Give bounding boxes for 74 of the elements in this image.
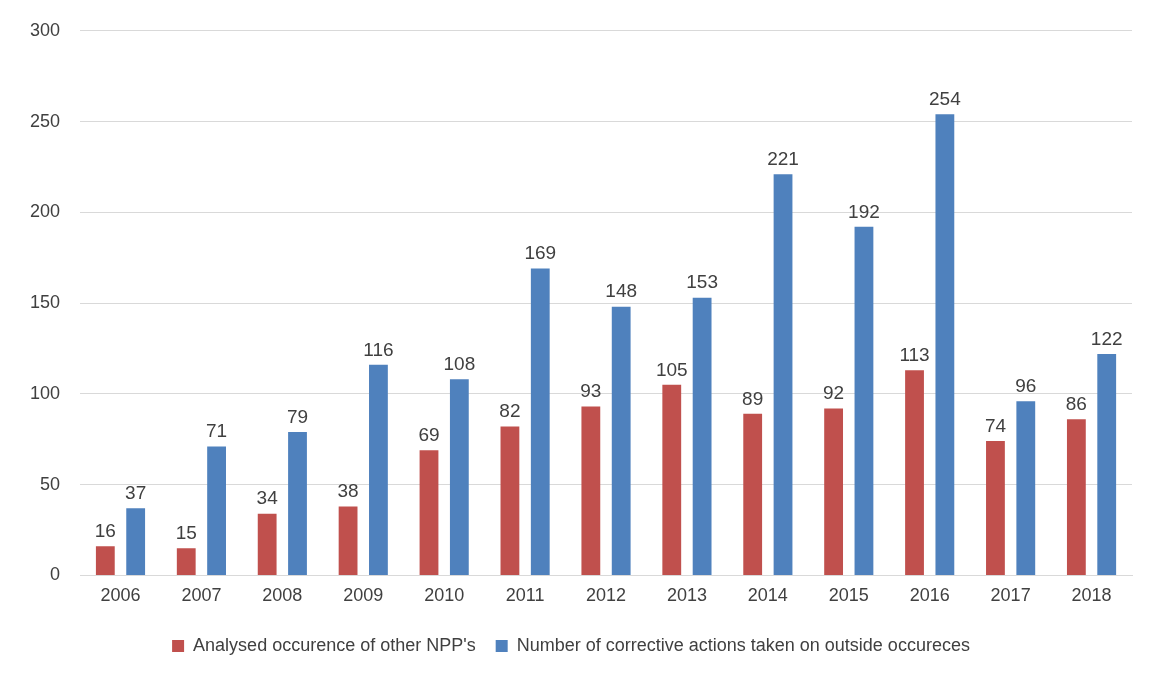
data-label: 15 bbox=[175, 521, 197, 543]
x-tick-label: 2016 bbox=[909, 585, 950, 606]
bar bbox=[1097, 353, 1117, 575]
bar bbox=[207, 446, 226, 575]
bar bbox=[95, 546, 115, 575]
bar bbox=[1016, 401, 1036, 575]
legend-label: Analysed occurence of other NPP's bbox=[193, 634, 476, 655]
data-label: 82 bbox=[499, 400, 521, 422]
bar bbox=[369, 364, 388, 575]
data-label: 86 bbox=[1065, 393, 1087, 415]
x-tick-label: 2008 bbox=[262, 585, 303, 606]
bar bbox=[581, 406, 601, 575]
x-tick-label: 2006 bbox=[100, 585, 141, 606]
data-label: 116 bbox=[363, 338, 394, 360]
x-tick-label: 2017 bbox=[990, 585, 1031, 606]
x-tick-label: 2010 bbox=[424, 585, 465, 606]
data-label: 69 bbox=[418, 423, 440, 445]
data-label: 74 bbox=[984, 414, 1007, 436]
bar bbox=[126, 508, 146, 575]
bar bbox=[257, 513, 277, 575]
data-label: 192 bbox=[848, 200, 880, 222]
data-label: 38 bbox=[337, 480, 359, 502]
data-label: 93 bbox=[580, 380, 602, 402]
y-tick-label: 0 bbox=[50, 564, 61, 585]
x-tick-label: 2018 bbox=[1071, 585, 1112, 606]
bar bbox=[449, 379, 469, 575]
data-label: 122 bbox=[1090, 327, 1123, 349]
y-tick-label: 150 bbox=[29, 292, 61, 313]
y-tick-label: 200 bbox=[29, 201, 61, 222]
bar bbox=[419, 450, 439, 575]
data-label: 96 bbox=[1015, 374, 1037, 396]
x-tick-label: 2015 bbox=[828, 585, 869, 606]
data-label: 221 bbox=[767, 147, 799, 169]
data-label: 71 bbox=[206, 420, 228, 442]
legend-label: Number of corrective actions taken on outside occureces bbox=[516, 634, 970, 655]
bar bbox=[773, 174, 793, 575]
bar bbox=[986, 441, 1005, 575]
data-label: 153 bbox=[686, 271, 718, 293]
x-tick-label: 2007 bbox=[181, 585, 222, 606]
x-tick-label: 2013 bbox=[666, 585, 707, 606]
data-label: 108 bbox=[443, 353, 476, 375]
x-tick-label: 2014 bbox=[747, 585, 788, 606]
y-tick-label: 250 bbox=[29, 110, 61, 131]
y-tick-label: 50 bbox=[40, 473, 61, 494]
data-label: 16 bbox=[94, 520, 116, 542]
bar bbox=[905, 370, 924, 575]
bar bbox=[611, 306, 631, 575]
bar bbox=[530, 268, 550, 575]
data-label: 79 bbox=[286, 405, 309, 427]
bar bbox=[692, 297, 712, 575]
y-tick-label: 300 bbox=[29, 19, 61, 40]
data-label: 105 bbox=[655, 358, 688, 380]
data-label: 113 bbox=[899, 344, 930, 365]
bar bbox=[288, 431, 307, 575]
x-tick-label: 2012 bbox=[585, 585, 627, 606]
x-tick-label: 2011 bbox=[505, 585, 545, 606]
x-tick-label: 2009 bbox=[343, 585, 384, 606]
data-label: 254 bbox=[929, 88, 962, 110]
bar bbox=[662, 384, 682, 575]
data-label: 34 bbox=[256, 487, 279, 509]
data-label: 37 bbox=[125, 481, 147, 503]
bar bbox=[935, 114, 955, 575]
bar bbox=[743, 413, 763, 575]
data-label: 89 bbox=[742, 387, 764, 409]
bar bbox=[338, 506, 358, 575]
bar bbox=[176, 548, 196, 575]
bar bbox=[500, 426, 520, 575]
bar bbox=[854, 226, 874, 575]
y-tick-label: 100 bbox=[29, 382, 61, 403]
data-label: 148 bbox=[605, 280, 638, 302]
data-label: 169 bbox=[524, 242, 557, 264]
bar bbox=[1066, 419, 1086, 575]
bar bbox=[824, 408, 844, 575]
data-label: 92 bbox=[823, 382, 845, 404]
